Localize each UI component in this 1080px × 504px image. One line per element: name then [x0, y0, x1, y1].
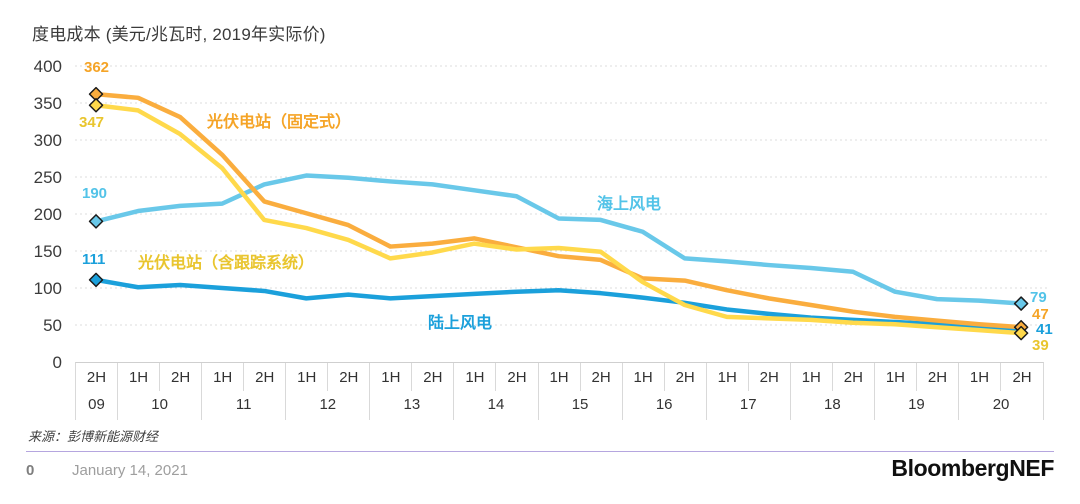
svg-text:300: 300 [34, 131, 62, 150]
x-tick-year: 12 [286, 391, 371, 420]
value-label-pv-tracking-end: 39 [1032, 337, 1049, 354]
x-tick-year: 13 [370, 391, 455, 420]
x-tick-year: 10 [118, 391, 203, 420]
series-label-pv-fixed: 光伏电站（固定式） [207, 114, 352, 131]
svg-text:350: 350 [34, 94, 62, 113]
svg-text:50: 50 [43, 316, 62, 335]
x-tick-half: 2H [496, 363, 539, 391]
svg-text:200: 200 [34, 205, 62, 224]
svg-text:150: 150 [34, 242, 62, 261]
x-tick-half: 2H [581, 363, 623, 391]
x-tick-half: 1H [454, 363, 497, 391]
series-label-onshore-wind: 陆上风电 [428, 315, 493, 332]
value-label-onshore-start: 111 [82, 251, 106, 268]
x-tick-half: 1H [791, 363, 833, 391]
x-tick-half: 1H [286, 363, 329, 391]
x-tick-half: 1H [539, 363, 581, 391]
x-tick-year: 19 [875, 391, 959, 420]
x-tick-half: 1H [707, 363, 749, 391]
report-date: January 14, 2021 [72, 462, 188, 479]
x-axis-half-row: 2H 1H 2H 1H 2H 1H 2H 1H 2H 1H 2H 1H 2H 1H 2H 1H 2H 1H 2H 1H… [76, 363, 1043, 391]
x-tick-half: 1H [623, 363, 665, 391]
svg-text:0: 0 [53, 353, 62, 372]
value-label-pv-tracking-start: 347 [79, 114, 105, 131]
svg-text:400: 400 [34, 57, 62, 76]
x-axis: 2H 1H 2H 1H 2H 1H 2H 1H 2H 1H 2H 1H 2H 1H 2H 1H 2H 1H 2H 1H… [75, 362, 1044, 420]
x-tick-year: 09 [76, 391, 119, 420]
x-tick-year: 20 [992, 396, 1010, 413]
svg-text:250: 250 [34, 168, 62, 187]
x-tick-half: 2H [244, 363, 287, 391]
x-tick-year: 15 [539, 391, 623, 420]
svg-text:100: 100 [34, 279, 62, 298]
x-axis-year-row: 09 10 11 12 13 14 15 16 17 18 19 20 [76, 391, 1043, 420]
value-label-offshore-end: 79 [1030, 289, 1047, 306]
line-chart-plot: 400 350 300 250 200 150 100 50 0 [34, 57, 1050, 372]
x-tick-year: 17 [707, 391, 791, 420]
x-tick-half: 1H [959, 363, 1002, 391]
value-label-onshore-end: 41 [1036, 321, 1053, 338]
x-tick-half: 2H [833, 363, 875, 391]
x-tick-half: 1H [875, 363, 917, 391]
value-label-offshore-start: 190 [82, 185, 108, 202]
chart-title: 度电成本 (美元/兆瓦时, 2019年实际价) [32, 25, 326, 44]
value-label-pv-fixed-start: 362 [84, 59, 110, 76]
x-tick-year: 14 [454, 391, 539, 420]
series-label-offshore-wind: 海上风电 [597, 196, 662, 213]
value-label-pv-fixed-end: 47 [1032, 306, 1049, 323]
x-tick-half: 1H [118, 363, 161, 391]
footer-divider [26, 451, 1054, 452]
x-tick-half: 2H [160, 363, 203, 391]
x-tick-half: 2H [665, 363, 707, 391]
x-tick-half: 2H [1012, 369, 1032, 386]
bloombergnef-logo: BloombergNEF [891, 455, 1054, 481]
x-tick-half: 2H [412, 363, 455, 391]
x-tick-half: 2H [917, 363, 959, 391]
x-tick-half: 1H [370, 363, 413, 391]
x-tick-year: 16 [623, 391, 707, 420]
x-tick-half: 2H [328, 363, 371, 391]
series-label-pv-tracking: 光伏电站（含跟踪系统） [138, 255, 315, 272]
source-note: 来源：彭博新能源财经 [28, 429, 159, 444]
x-tick-half: 2H [76, 363, 119, 391]
x-tick-year: 11 [202, 391, 287, 420]
page-number: 0 [26, 462, 35, 479]
x-tick-year: 18 [791, 391, 875, 420]
x-tick-half: 2H [749, 363, 791, 391]
x-tick-half: 1H [202, 363, 245, 391]
